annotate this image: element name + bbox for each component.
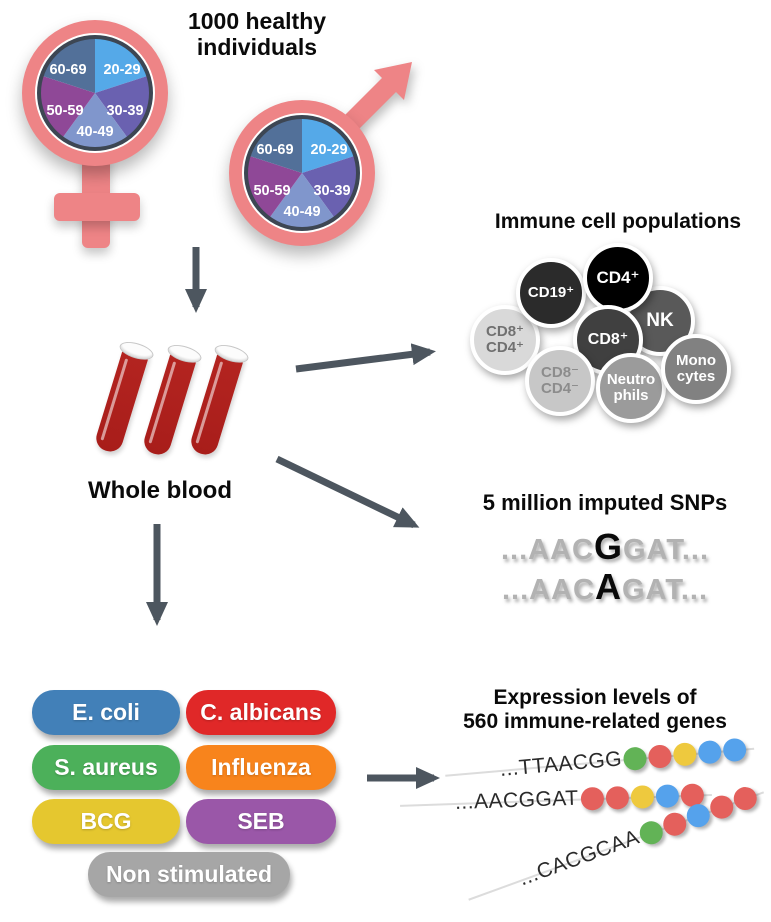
snp-seq-pre: ...AAC: [500, 534, 594, 566]
whole-blood-label: Whole blood: [88, 477, 232, 504]
female-symbol-ring: 20-29 30-39 40-49 50-59 60-69: [22, 20, 168, 166]
pie-label: 20-29: [310, 142, 347, 158]
arrow-blood-to-cells: [295, 343, 436, 373]
expression-dot: [683, 800, 714, 830]
gene-expression-row: ...TTAACGG: [499, 736, 748, 781]
pie-slice-60-69: [247, 116, 302, 173]
pie-label: 30-39: [106, 103, 143, 119]
blood-tube: [188, 348, 245, 458]
cell-circle-monocytes: Mono cytes: [661, 334, 731, 404]
stimulus-pill-nonstimulated: Non stimulated: [88, 852, 290, 897]
expression-dot: [672, 741, 698, 767]
pie-slice-50-59: [245, 155, 302, 220]
gene-sequence: ...CACGCAA: [515, 825, 643, 891]
expression-dot: [707, 791, 737, 822]
pie-slice-20-29: [95, 36, 150, 93]
pie-label: 40-49: [76, 124, 113, 140]
gene-expression-row: ...AACGGAT: [455, 782, 704, 815]
stimulus-pill-bcg: BCG: [32, 799, 180, 844]
stimulus-pill-saureus: S. aureus: [32, 745, 180, 790]
pie-label: 30-39: [313, 183, 350, 199]
gene-sequence: ...TTAACGG: [498, 747, 623, 781]
cells-section-title: Immune cell populations: [494, 210, 742, 233]
expression-dot: [647, 743, 673, 769]
pie-label: 60-69: [49, 62, 86, 78]
pie-slice-60-69: [40, 36, 95, 93]
pie-border: [244, 115, 360, 231]
pie-slice-30-39: [302, 155, 359, 220]
snp-seq-post: GAT...: [622, 534, 710, 566]
expression-dot: [660, 808, 690, 839]
snp-sequence-2: ...AACAGAT...: [440, 566, 770, 608]
expression-dot: [605, 785, 629, 810]
expression-dot: [722, 736, 748, 762]
pie-border: [37, 35, 153, 151]
pie-label: 20-29: [103, 62, 140, 78]
snp-seq-post: GAT...: [621, 574, 709, 606]
expression-dot: [730, 783, 761, 813]
female-age-pie: 20-29 30-39 40-49 50-59 60-69: [37, 35, 153, 151]
cell-circle-cd8neg-cd4neg: CD8⁻ CD4⁻: [525, 346, 595, 416]
stimulus-pill-calbicans: C. albicans: [186, 690, 336, 735]
expression-dot: [655, 783, 679, 808]
snp-seq-pre: ...AAC: [501, 574, 595, 606]
blood-tube: [93, 345, 150, 455]
pie-label: 40-49: [283, 204, 320, 220]
pie-label: 60-69: [256, 142, 293, 158]
expression-dot: [580, 786, 604, 811]
male-age-pie: 20-29 30-39 40-49 50-59 60-69: [244, 115, 360, 231]
arrow-blood-to-snps: [275, 455, 420, 529]
cell-circle-neutrophils: Neutro phils: [596, 353, 666, 423]
stimulus-pill-seb: SEB: [186, 799, 336, 844]
pie-slice-40-49: [268, 173, 336, 230]
expression-dot: [697, 739, 723, 765]
expression-dot: [630, 784, 654, 809]
pie-label: 50-59: [253, 183, 290, 199]
snp-allele: G: [593, 526, 623, 567]
female-symbol-cross-horizontal: [54, 193, 140, 221]
pie-slice-50-59: [38, 75, 95, 140]
male-symbol-ring: 20-29 30-39 40-49 50-59 60-69: [229, 100, 375, 246]
snp-allele: A: [594, 566, 622, 607]
blood-tube: [141, 348, 198, 458]
snp-sequence-1: ...AACGGAT...: [440, 526, 770, 568]
cohort-title: 1000 healthy individuals: [187, 8, 327, 60]
snps-section-title: 5 million imputed SNPs: [482, 490, 728, 515]
expression-section-title: Expression levels of 560 immune-related …: [463, 686, 727, 733]
pie-slice-40-49: [61, 93, 129, 150]
stimulus-pill-ecoli: E. coli: [32, 690, 180, 735]
expression-dot: [622, 745, 648, 771]
cell-circle-cd4pos: CD4⁺: [583, 243, 653, 313]
pie-slice-30-39: [95, 75, 152, 140]
pie-label: 50-59: [46, 103, 83, 119]
gene-sequence: ...AACGGAT: [454, 786, 579, 814]
stimulus-pill-influenza: Influenza: [186, 745, 336, 790]
cell-circle-cd19pos: CD19⁺: [516, 258, 586, 328]
